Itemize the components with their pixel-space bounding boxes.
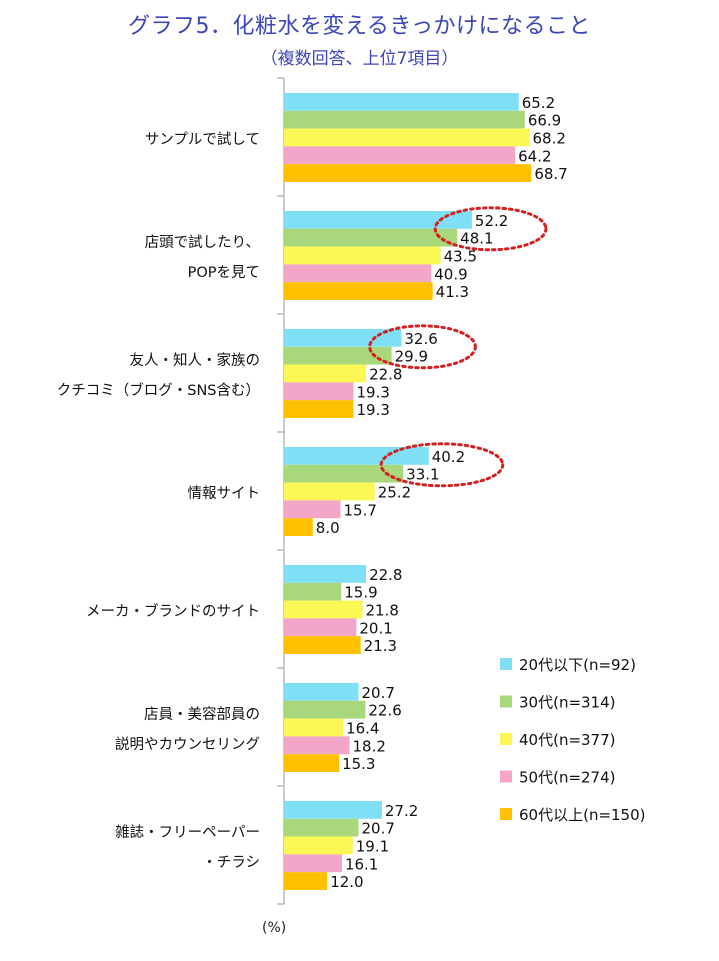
category-label: 情報サイト	[188, 485, 261, 502]
legend-swatch	[500, 695, 512, 708]
bar	[284, 683, 359, 701]
data-label: 19.3	[356, 383, 389, 401]
category-label: 説明やカウンセリング	[115, 736, 260, 753]
bar	[284, 246, 441, 265]
data-label: 68.7	[534, 165, 567, 183]
bar	[284, 146, 516, 165]
data-label: 8.0	[316, 519, 340, 537]
data-label: 29.9	[395, 348, 428, 366]
bar	[284, 500, 341, 519]
data-label: 22.6	[368, 702, 401, 720]
data-label: 21.3	[364, 637, 397, 655]
bar	[284, 718, 344, 737]
chart-title: グラフ5．化粧水を変えるきっかけになること	[128, 14, 591, 39]
highlight-ellipse	[368, 324, 477, 370]
bar	[284, 754, 340, 772]
data-label: 40.9	[434, 265, 467, 283]
data-label: 41.3	[436, 283, 469, 301]
data-label: 16.4	[346, 720, 379, 738]
bar	[284, 447, 429, 465]
data-label: 21.8	[365, 602, 398, 620]
data-label: 66.9	[528, 112, 561, 130]
data-label: 68.2	[533, 130, 566, 148]
data-label: 16.1	[345, 855, 378, 873]
category-label: 店員・美容部員の	[144, 706, 260, 723]
bar	[284, 565, 367, 583]
data-label: 27.2	[385, 802, 418, 820]
data-label: 22.8	[369, 566, 402, 584]
bar	[284, 736, 350, 755]
data-label: 20.7	[362, 820, 395, 838]
data-label: 20.1	[359, 619, 392, 637]
data-label: 12.0	[330, 873, 363, 891]
bar	[284, 93, 519, 111]
unit-label: (%)	[262, 920, 287, 936]
bar	[284, 618, 357, 637]
data-label: 32.6	[404, 330, 437, 348]
bar	[284, 164, 532, 182]
bar	[284, 128, 530, 147]
bar	[284, 464, 404, 483]
category-label: ・チラシ	[202, 855, 260, 871]
data-label: 52.2	[475, 212, 508, 230]
bar	[284, 872, 328, 890]
highlight-ellipse	[379, 442, 505, 488]
data-label: 43.5	[444, 248, 477, 266]
data-label: 15.7	[344, 501, 377, 519]
data-label: 20.7	[362, 684, 395, 702]
legend-label: 40代(n=377)	[519, 731, 616, 749]
data-label: 18.2	[353, 737, 386, 755]
category-label: POPを見て	[188, 264, 260, 281]
legend-swatch	[500, 770, 512, 783]
data-label: 48.1	[460, 230, 493, 248]
data-label: 19.1	[356, 838, 389, 856]
category-label: サンプルで試して	[145, 131, 260, 148]
bar	[284, 228, 458, 247]
legend-swatch	[500, 733, 512, 745]
bar	[284, 364, 367, 383]
bar	[284, 110, 525, 129]
category-label: 店頭で試したり、	[145, 234, 260, 251]
data-label: 64.2	[518, 147, 551, 165]
legend-swatch	[500, 808, 512, 820]
bar	[284, 854, 342, 873]
category-label: 雑誌・フリーペーパー	[115, 824, 260, 841]
bar	[284, 282, 433, 300]
bar	[284, 346, 392, 365]
legend-label: 60代以上(n=150)	[519, 806, 646, 824]
bar	[284, 818, 359, 837]
legend-label: 50代(n=274)	[519, 769, 616, 787]
category-label: 友人・知人・家族の	[130, 352, 261, 369]
bar	[284, 264, 432, 283]
data-label: 15.3	[342, 755, 375, 773]
data-label: 65.2	[522, 94, 555, 112]
legend-swatch	[500, 658, 512, 670]
data-label: 33.1	[406, 466, 439, 484]
category-label: クチコミ（ブログ・SNS含む）	[57, 381, 260, 399]
data-label: 15.9	[344, 584, 377, 602]
bar	[284, 582, 342, 601]
chart-subtitle: （複数回答、上位7項目）	[260, 49, 459, 69]
bar	[284, 600, 363, 619]
bar	[284, 482, 375, 501]
data-label: 25.2	[378, 484, 411, 502]
bar	[284, 700, 366, 719]
bar	[284, 211, 472, 229]
data-label: 19.3	[356, 401, 389, 419]
legend-label: 30代(n=314)	[519, 694, 616, 712]
bar	[284, 400, 354, 418]
legend-label: 20代以下(n=92)	[519, 656, 636, 674]
category-label: メーカ・ブランドのサイト	[86, 602, 260, 620]
highlight-ellipse	[433, 206, 548, 252]
bar	[284, 382, 354, 401]
data-label: 40.2	[432, 448, 465, 466]
bar	[284, 636, 361, 654]
bar	[284, 836, 353, 855]
bar	[284, 801, 382, 819]
bar	[284, 518, 313, 536]
data-label: 22.8	[369, 366, 402, 384]
